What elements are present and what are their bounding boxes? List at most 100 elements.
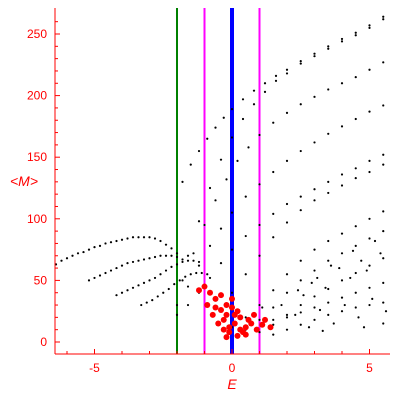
data-point — [354, 177, 357, 180]
data-point — [332, 322, 335, 325]
y-tick-label: 150 — [27, 150, 47, 164]
data-point — [354, 34, 357, 37]
data-point — [318, 308, 322, 312]
data-point — [192, 259, 195, 262]
data-point — [173, 282, 176, 286]
data-point — [237, 314, 244, 321]
data-point — [313, 52, 316, 55]
data-point — [258, 318, 261, 321]
data-point — [131, 260, 135, 264]
data-point — [354, 271, 357, 275]
data-point — [120, 238, 124, 241]
data-point — [186, 285, 190, 288]
data-point — [272, 318, 275, 321]
data-point — [285, 328, 289, 331]
data-point — [382, 163, 385, 166]
data-points — [54, 15, 388, 341]
data-point — [208, 244, 212, 248]
data-point — [230, 291, 234, 294]
data-point — [327, 239, 330, 243]
data-point — [313, 269, 316, 272]
data-point — [109, 241, 113, 244]
data-point — [349, 276, 352, 280]
data-point — [197, 264, 201, 267]
data-point — [189, 273, 192, 276]
data-point — [201, 283, 208, 290]
data-point — [208, 186, 212, 190]
data-point — [329, 264, 333, 267]
data-point — [189, 163, 192, 166]
data-point — [142, 258, 146, 261]
data-point — [327, 287, 330, 291]
data-point — [340, 232, 344, 235]
data-point — [382, 210, 385, 213]
data-point — [137, 284, 140, 287]
data-point — [382, 230, 385, 233]
data-point — [262, 316, 268, 323]
data-point — [310, 281, 313, 284]
data-point — [368, 159, 371, 162]
data-point — [294, 313, 297, 316]
axes — [54, 8, 390, 355]
data-point — [142, 281, 146, 284]
data-point — [340, 184, 344, 187]
data-point — [170, 265, 173, 268]
data-point — [115, 294, 118, 297]
data-point — [321, 329, 324, 333]
data-point — [382, 61, 385, 64]
data-point — [223, 334, 230, 341]
data-point — [299, 62, 302, 65]
data-point — [219, 227, 223, 230]
data-point — [181, 279, 184, 282]
data-point — [226, 329, 233, 336]
data-point — [382, 15, 385, 18]
data-point — [368, 303, 371, 307]
data-point — [200, 271, 203, 275]
data-point — [253, 326, 260, 333]
data-point — [285, 291, 289, 294]
data-point — [371, 297, 374, 300]
data-point — [340, 82, 344, 85]
data-point — [340, 310, 344, 313]
data-point — [258, 183, 261, 186]
data-point — [104, 271, 107, 275]
data-point — [382, 301, 385, 304]
data-point — [368, 264, 371, 267]
data-point — [354, 225, 357, 228]
data-point — [153, 237, 157, 240]
data-point — [274, 79, 278, 82]
data-point — [137, 259, 140, 262]
data-point — [237, 326, 244, 333]
data-point — [368, 237, 371, 240]
data-point — [231, 320, 238, 327]
data-point — [261, 306, 264, 309]
data-point — [340, 125, 344, 128]
data-point — [340, 279, 344, 282]
data-point — [272, 306, 275, 309]
data-point — [258, 303, 261, 307]
data-point — [76, 252, 80, 255]
data-point — [241, 117, 245, 121]
data-point — [316, 276, 319, 280]
data-point — [272, 212, 275, 215]
data-point — [354, 117, 357, 121]
data-point — [109, 269, 113, 272]
data-point — [258, 133, 261, 137]
data-point — [313, 306, 316, 309]
data-point — [192, 252, 195, 255]
data-point — [263, 90, 267, 94]
data-point — [360, 259, 363, 262]
data-point — [207, 289, 213, 296]
data-point — [285, 273, 289, 276]
data-point — [115, 266, 118, 270]
data-point — [60, 259, 63, 262]
data-point — [148, 257, 151, 260]
data-point — [222, 116, 225, 119]
data-point — [340, 173, 344, 176]
data-point — [259, 321, 266, 328]
data-point — [354, 306, 357, 309]
data-point — [98, 274, 102, 277]
data-point — [151, 299, 154, 302]
data-point — [354, 167, 357, 170]
data-point — [258, 254, 261, 257]
